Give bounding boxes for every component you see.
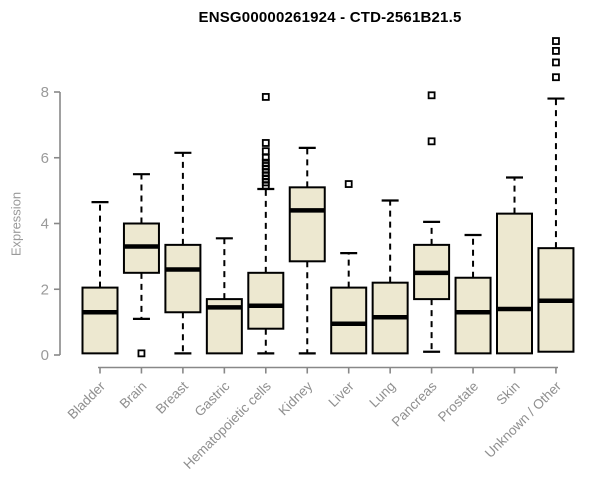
outlier-liver-0 bbox=[344, 180, 353, 188]
x-tick-label-kidney: Kidney bbox=[276, 378, 316, 418]
outlier-unknown-other-0 bbox=[552, 37, 560, 45]
x-tick-label-gastric: Gastric bbox=[192, 378, 233, 419]
outlier-hematopoietic-cells-3 bbox=[261, 153, 270, 162]
outlier-hematopoietic-cells-0 bbox=[261, 93, 270, 101]
x-tick-label-brain: Brain bbox=[117, 379, 150, 412]
y-tick-label-4: 4 bbox=[41, 216, 49, 233]
x-tick-label-breast: Breast bbox=[153, 378, 191, 416]
x-tick-label-liver: Liver bbox=[326, 378, 358, 410]
y-tick-label-8: 8 bbox=[41, 84, 49, 101]
x-tick-label-skin: Skin bbox=[493, 379, 522, 408]
x-tick-label-unknown-other: Unknown / Other bbox=[482, 378, 565, 461]
outlier-hematopoietic-cells-2 bbox=[261, 147, 270, 156]
y-tick-label-0: 0 bbox=[41, 347, 49, 364]
y-tick-label-6: 6 bbox=[41, 150, 49, 167]
outlier-unknown-other-3 bbox=[552, 73, 560, 82]
x-tick-label-bladder: Bladder bbox=[65, 378, 109, 422]
box-bladder bbox=[81, 286, 119, 355]
outlier-brain-0 bbox=[137, 349, 146, 358]
box-kidney bbox=[288, 186, 326, 263]
outlier-unknown-other-2 bbox=[552, 58, 560, 67]
chart-title: ENSG00000261924 - CTD-2561B21.5 bbox=[198, 9, 462, 26]
box-hematopoietic-cells bbox=[247, 271, 285, 330]
outlier-pancreas-0 bbox=[427, 91, 436, 100]
outlier-pancreas-1 bbox=[427, 137, 436, 146]
outlier-hematopoietic-cells-11 bbox=[261, 181, 270, 190]
x-tick-label-pancreas: Pancreas bbox=[389, 378, 440, 429]
x-tick-label-prostate: Prostate bbox=[435, 379, 481, 425]
box-prostate bbox=[454, 276, 492, 355]
outlier-hematopoietic-cells-1 bbox=[261, 139, 270, 147]
box-skin bbox=[496, 212, 533, 355]
x-tick-label-lung: Lung bbox=[366, 379, 398, 411]
box-breast bbox=[164, 243, 202, 314]
box-liver bbox=[330, 286, 368, 355]
outlier-unknown-other-1 bbox=[552, 47, 560, 55]
y-tick-label-2: 2 bbox=[41, 281, 49, 298]
